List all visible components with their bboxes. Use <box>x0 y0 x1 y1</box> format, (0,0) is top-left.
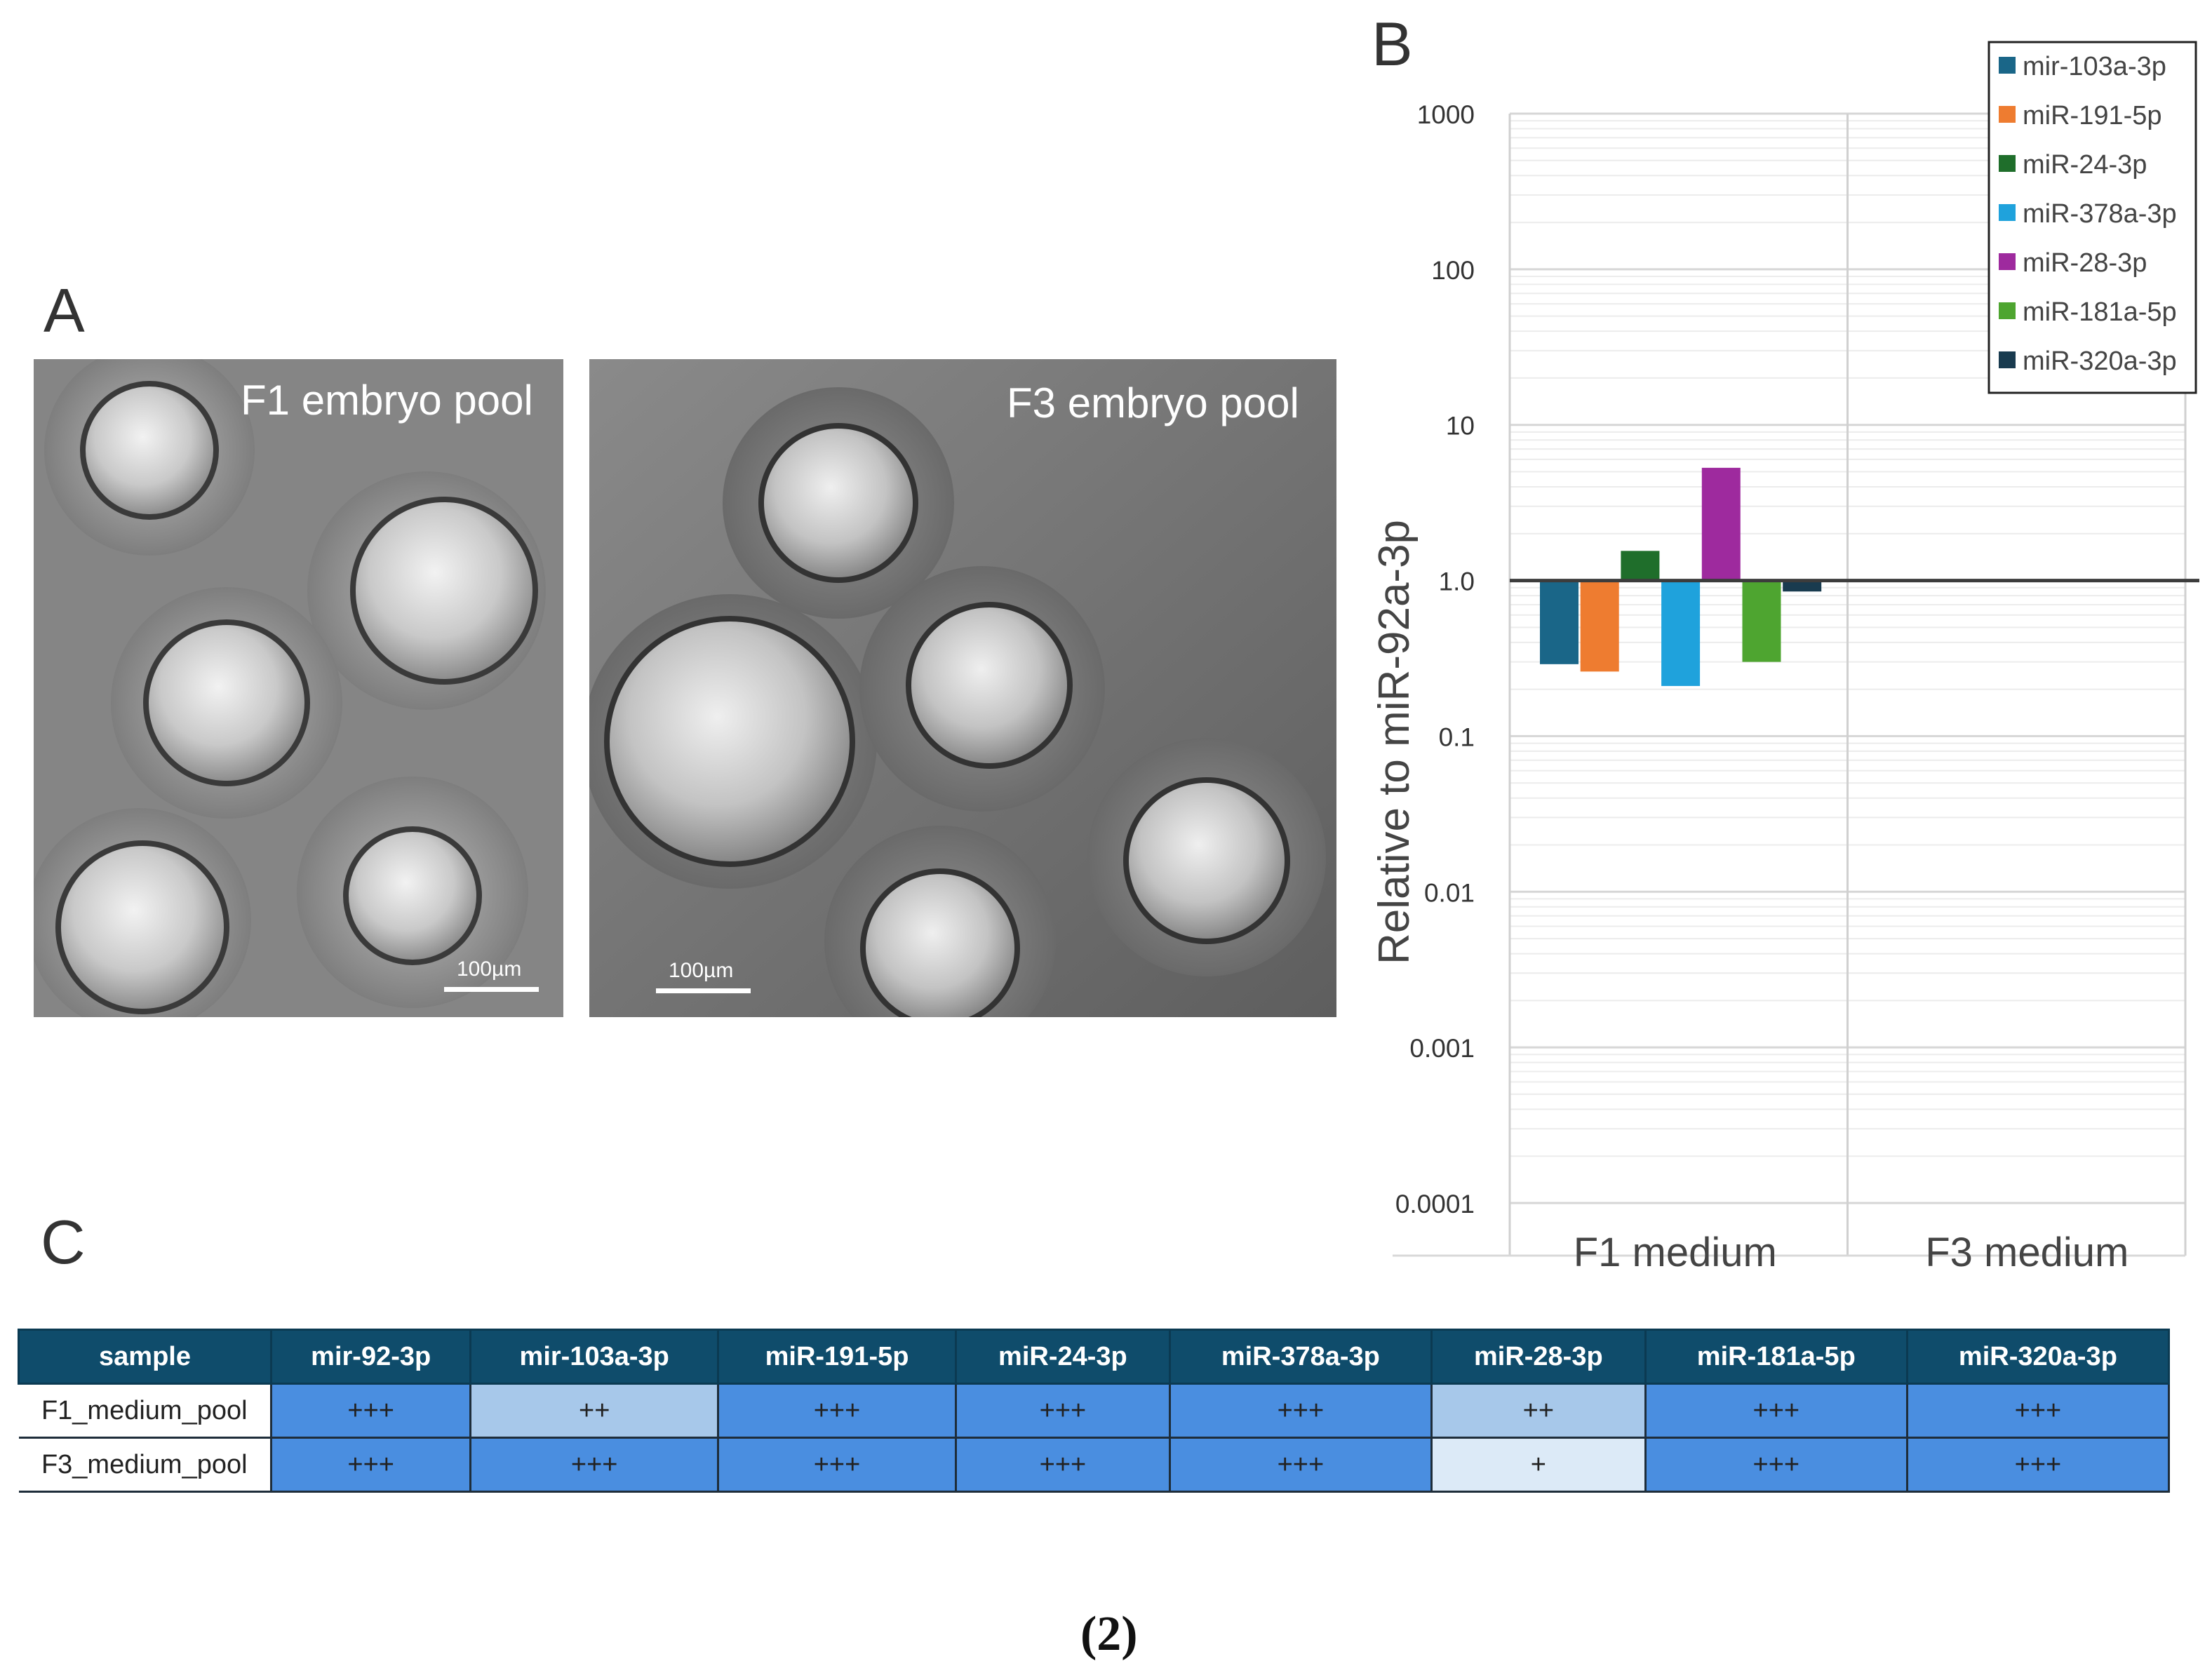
micrograph-f1-image <box>34 359 563 1017</box>
table-row: F3_medium_pool +++ +++ +++ +++ +++ + +++ +++ <box>18 1437 2171 1493</box>
figure-number: (2) <box>1080 1607 1138 1661</box>
table-cell: +++ <box>1905 1383 2171 1439</box>
bar-miR-378a-3p <box>1661 580 1701 686</box>
legend-entry-label: miR-320a-3p <box>2023 347 2177 376</box>
table-row: F1_medium_pool +++ ++ +++ +++ +++ ++ +++ +++ <box>18 1383 2171 1439</box>
panel-a-letter: A <box>43 276 85 345</box>
chart-axes: 1000 100 10 1.0 0.1 0.01 0.001 0.0001 F1 medium F… <box>1395 100 2199 1275</box>
table-cell: +++ <box>269 1383 472 1439</box>
table-header: mir-103a-3p <box>469 1329 720 1385</box>
table-cell: ++ <box>1430 1383 1647 1439</box>
table-header-row: sample mir-92-3p mir-103a-3p miR-191-5p … <box>18 1329 2171 1385</box>
scale-bar-f1: 100µm <box>444 958 539 1000</box>
scale-bar-f3-line <box>656 988 751 993</box>
y-tick-label: 0.001 <box>1409 1034 1475 1063</box>
micrograph-f1-label: F1 embryo pool <box>241 377 533 424</box>
x-category-label: F3 medium <box>1925 1230 2129 1275</box>
table-header-sample: sample <box>18 1329 272 1385</box>
table-header: miR-28-3p <box>1430 1329 1647 1385</box>
legend-entry-label: miR-28-3p <box>2023 248 2147 278</box>
y-tick-label: 0.0001 <box>1395 1190 1475 1218</box>
legend-swatch-mir-103a-3p <box>1999 57 2016 74</box>
legend-swatch-miR-378a-3p <box>1999 204 2016 221</box>
table-cell: +++ <box>269 1437 472 1493</box>
table-header: miR-24-3p <box>955 1329 1171 1385</box>
relative-expression-chart: 1000 100 10 1.0 0.1 0.01 0.001 0.0001 F1 medium F… <box>1370 41 2199 1275</box>
micrograph-f3-label: F3 embryo pool <box>1007 379 1299 426</box>
bar-miR-28-3p <box>1701 467 1741 581</box>
table-header: miR-320a-3p <box>1905 1329 2171 1385</box>
legend-entry-label: miR-191-5p <box>2023 101 2162 130</box>
legend-box <box>1988 41 2197 394</box>
y-tick-label: 10 <box>1446 412 1475 441</box>
micrograph-f3-image <box>589 359 1336 1017</box>
bar-miR-320a-3p <box>1783 580 1822 592</box>
scale-bar-f1-line <box>444 987 539 992</box>
legend-swatch-miR-28-3p <box>1999 253 2016 270</box>
chart-bars <box>1540 467 1822 686</box>
table-header: miR-191-5p <box>717 1329 957 1385</box>
legend-swatch-miR-320a-3p <box>1999 351 2016 368</box>
x-category-label: F1 medium <box>1574 1230 1777 1275</box>
table-cell: + <box>1430 1437 1647 1493</box>
table-cell: +++ <box>1168 1437 1433 1493</box>
y-tick-label: 0.01 <box>1424 878 1475 907</box>
legend-swatch-miR-181a-5p <box>1999 302 2016 319</box>
chart-y-axis-label: Relative to miR-92a-3p <box>1370 520 1419 965</box>
panel-c-letter: C <box>41 1207 86 1277</box>
chart-grid <box>1393 112 2187 1257</box>
legend-entry-label: miR-24-3p <box>2023 150 2147 180</box>
table-header: miR-181a-5p <box>1644 1329 1908 1385</box>
chart-legend: mir-103a-3p miR-191-5p miR-24-3p miR-378a-3… <box>1988 41 2197 394</box>
legend-swatch-miR-191-5p <box>1999 106 2016 123</box>
y-tick-label: 0.1 <box>1439 723 1475 751</box>
panel-b-letter: B <box>1372 9 1413 79</box>
table-cell: +++ <box>717 1437 957 1493</box>
bar-miR-191-5p <box>1580 580 1619 672</box>
legend-swatch-miR-24-3p <box>1999 155 2016 172</box>
table-cell: +++ <box>1168 1383 1433 1439</box>
table-row-label: F3_medium_pool <box>18 1437 272 1493</box>
table-row-label: F1_medium_pool <box>18 1383 272 1439</box>
table-cell: +++ <box>1905 1437 2171 1493</box>
table-cell: +++ <box>1644 1437 1908 1493</box>
scale-bar-f3: 100µm <box>656 959 751 1001</box>
table-header: mir-92-3p <box>269 1329 472 1385</box>
micrograph-f1: F1 embryo pool 100µm <box>34 359 563 1017</box>
table-cell: +++ <box>1644 1383 1908 1439</box>
scale-bar-f3-label: 100µm <box>669 959 734 982</box>
table-cell: ++ <box>469 1383 720 1439</box>
bar-miR-181a-5p <box>1742 580 1781 662</box>
micrograph-f3: F3 embryo pool 100µm <box>589 359 1336 1017</box>
bar-mir-103a-3p <box>1540 580 1578 664</box>
bar-miR-24-3p <box>1621 551 1660 581</box>
table-cell: +++ <box>717 1383 957 1439</box>
legend-entry-label: miR-181a-5p <box>2023 297 2177 327</box>
table-cell: +++ <box>955 1383 1171 1439</box>
table-cell: +++ <box>469 1437 720 1493</box>
y-tick-label: 100 <box>1431 256 1475 285</box>
scale-bar-f1-label: 100µm <box>457 958 522 981</box>
y-tick-label: 1000 <box>1417 100 1475 129</box>
legend-entry-label: miR-378a-3p <box>2023 199 2177 229</box>
y-tick-label: 1.0 <box>1439 567 1475 596</box>
table-header: miR-378a-3p <box>1168 1329 1433 1385</box>
legend-entry-label: mir-103a-3p <box>2023 52 2166 81</box>
mirna-detection-table: sample mir-92-3p mir-103a-3p miR-191-5p … <box>18 1329 2171 1493</box>
table-cell: +++ <box>955 1437 1171 1493</box>
